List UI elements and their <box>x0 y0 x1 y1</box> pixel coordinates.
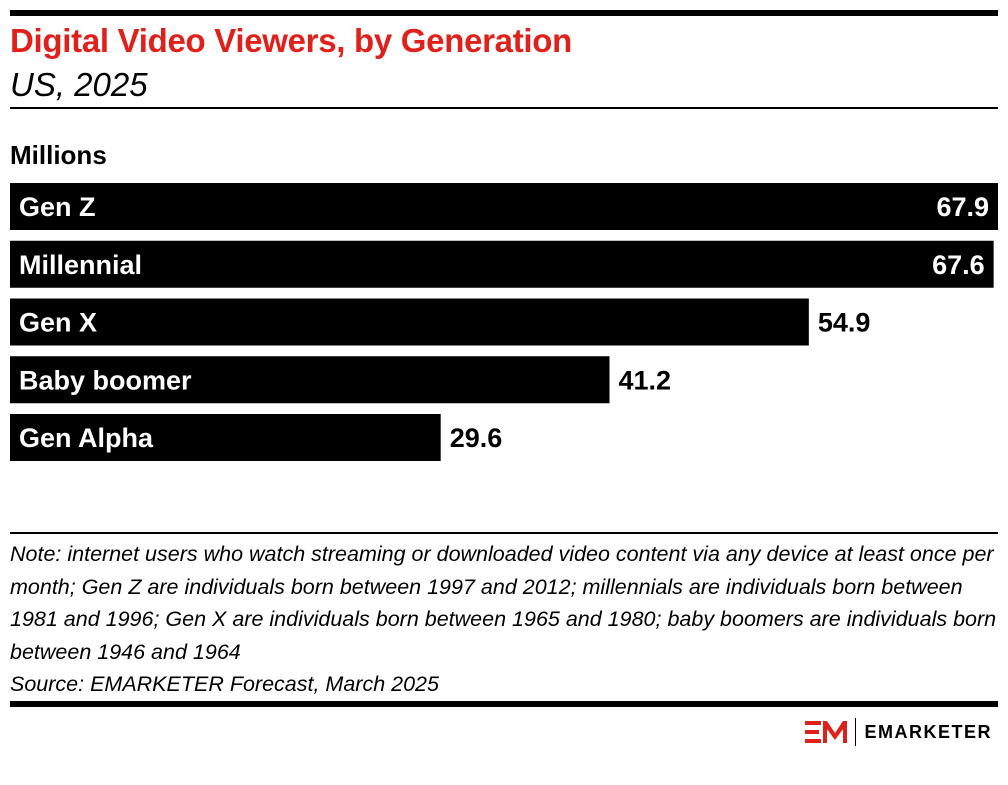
brand-name: EMARKETER <box>864 721 992 742</box>
bar-group-gen-alpha: Gen Alpha 29.6 <box>10 414 502 461</box>
value-label: 29.6 <box>450 423 503 453</box>
chart-subtitle: US, 2025 <box>10 66 148 103</box>
value-label: 54.9 <box>818 308 871 338</box>
bar-baby-boomer <box>10 356 610 404</box>
bar-chart: Gen Z 67.9 Millennial 67.6 Gen X 54.9 Baby boo… <box>10 183 998 461</box>
bar-group-baby-boomer: Baby boomer 41.2 <box>10 356 671 404</box>
bar-group-millennial: Millennial 67.6 <box>10 240 994 288</box>
header-rule <box>10 107 998 109</box>
note-text: Note: internet users who watch streaming… <box>10 542 997 664</box>
em-logo-icon <box>805 721 848 743</box>
value-label: 67.6 <box>932 250 985 280</box>
chart-title: Digital Video Viewers, by Generation <box>10 22 572 59</box>
category-label: Gen X <box>19 308 97 338</box>
category-label: Millennial <box>19 250 142 280</box>
category-label: Gen Z <box>19 192 96 222</box>
source-text: Source: EMARKETER Forecast, March 2025 <box>10 672 439 696</box>
bottom-rule <box>10 701 998 707</box>
bar-gen-alpha <box>10 414 441 461</box>
bar-group-gen-z: Gen Z 67.9 <box>10 183 998 230</box>
top-rule <box>10 10 998 16</box>
bar-group-gen-x: Gen X 54.9 <box>10 298 871 346</box>
category-label: Gen Alpha <box>19 423 154 453</box>
bar-millennial <box>10 240 994 288</box>
bar-gen-x <box>10 298 809 346</box>
category-label: Baby boomer <box>19 365 192 395</box>
bar-gen-z <box>10 183 998 230</box>
unit-label: Millions <box>10 140 107 170</box>
notes-rule <box>10 532 998 534</box>
brand-logo: EMARKETER <box>805 718 992 746</box>
value-label: 67.9 <box>936 192 989 222</box>
brand-separator <box>855 718 857 746</box>
footnotes: Note: internet users who watch streaming… <box>10 538 998 701</box>
value-label: 41.2 <box>618 365 671 395</box>
